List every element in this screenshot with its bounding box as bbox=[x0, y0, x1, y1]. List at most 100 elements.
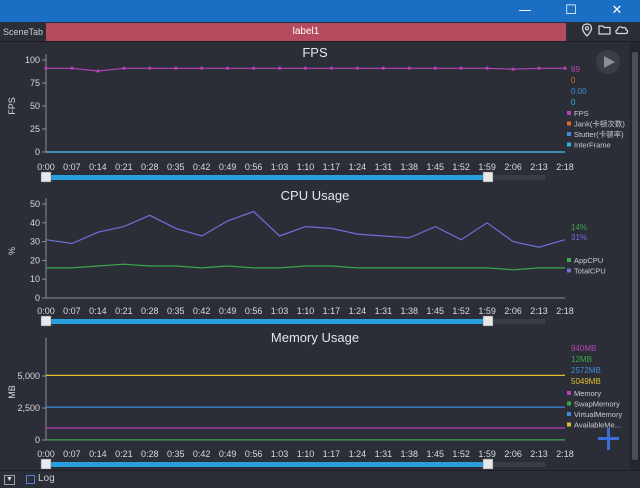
x-tick-label: 0:56 bbox=[245, 162, 263, 172]
x-tick-label: 0:28 bbox=[141, 306, 159, 316]
log-checkbox[interactable] bbox=[26, 475, 35, 484]
legend-swatch bbox=[567, 258, 571, 262]
scrollbar-thumb[interactable] bbox=[632, 52, 638, 460]
fps-point bbox=[277, 66, 282, 70]
legend-swatch bbox=[567, 268, 571, 273]
fps-point bbox=[226, 66, 230, 70]
legend-swatch bbox=[567, 132, 571, 136]
x-tick-label: 2:06 bbox=[504, 162, 522, 172]
x-tick-label: 1:10 bbox=[297, 162, 315, 172]
fps-point bbox=[174, 66, 178, 70]
x-tick-label: 1:24 bbox=[349, 449, 367, 459]
current-value-label: 0 bbox=[571, 76, 576, 85]
x-tick-label: 1:52 bbox=[452, 449, 470, 459]
y-axis-label: % bbox=[7, 247, 17, 255]
y-tick-label: 50 bbox=[30, 199, 40, 209]
x-tick-label: 0:07 bbox=[63, 449, 81, 459]
x-tick-label: 1:03 bbox=[271, 449, 289, 459]
x-tick-label: 0:28 bbox=[141, 449, 159, 459]
y-tick-label: 2,500 bbox=[17, 403, 40, 413]
current-value-label: 2572MB bbox=[571, 366, 601, 375]
x-tick-label: 1:10 bbox=[297, 306, 315, 316]
maximize-button[interactable]: ☐ bbox=[565, 3, 577, 18]
legend-entry: FPS bbox=[574, 109, 589, 118]
x-tick-label: 0:35 bbox=[167, 449, 185, 459]
current-value-label: 12MB bbox=[571, 355, 592, 364]
scene-tab[interactable]: SceneTab bbox=[3, 27, 44, 37]
legend-swatch bbox=[567, 391, 571, 395]
legend-swatch bbox=[567, 422, 571, 427]
add-icon[interactable] bbox=[598, 437, 619, 440]
x-tick-label: 1:24 bbox=[349, 306, 367, 316]
fps-point bbox=[485, 66, 489, 70]
y-tick-label: 30 bbox=[30, 237, 40, 247]
x-tick-label: 0:42 bbox=[193, 162, 211, 172]
legend-swatch bbox=[567, 142, 571, 147]
range-slider-right-handle[interactable] bbox=[482, 458, 494, 470]
chart-title: FPS bbox=[302, 45, 328, 60]
fps-point bbox=[200, 66, 204, 70]
close-button[interactable]: ✕ bbox=[611, 3, 623, 18]
x-tick-label: 1:52 bbox=[452, 162, 470, 172]
y-tick-label: 10 bbox=[30, 274, 40, 284]
x-tick-label: 0:42 bbox=[193, 306, 211, 316]
folder-icon[interactable] bbox=[595, 23, 613, 41]
range-slider-left-handle[interactable] bbox=[40, 171, 52, 183]
x-tick-label: 0:14 bbox=[89, 162, 107, 172]
log-label: Log bbox=[38, 473, 55, 484]
cloud-icon[interactable] bbox=[612, 23, 630, 41]
status-bar: ▼ Log bbox=[0, 470, 640, 488]
legend-entry: AppCPU bbox=[574, 256, 603, 265]
minimize-button[interactable]: — bbox=[518, 3, 532, 18]
x-tick-label: 0:14 bbox=[89, 449, 107, 459]
fps-point bbox=[355, 66, 359, 70]
play-icon bbox=[604, 56, 615, 68]
y-axis-label: FPS bbox=[7, 97, 17, 115]
x-tick-label: 2:18 bbox=[556, 306, 574, 316]
x-tick-label: 1:45 bbox=[426, 162, 444, 172]
current-value-label: 5049MB bbox=[571, 377, 601, 386]
y-axis-label: MB bbox=[7, 385, 17, 399]
current-value-label: 31% bbox=[571, 233, 587, 242]
x-tick-label: 1:31 bbox=[375, 306, 393, 316]
x-tick-label: 0:14 bbox=[89, 306, 107, 316]
range-slider-right-handle[interactable] bbox=[482, 315, 494, 327]
x-tick-label: 1:38 bbox=[401, 306, 419, 316]
current-value-label: 89 bbox=[571, 65, 580, 74]
range-slider-fill[interactable] bbox=[48, 175, 488, 180]
x-tick-label: 1:31 bbox=[375, 449, 393, 459]
chart-title: Memory Usage bbox=[271, 330, 359, 345]
x-tick-label: 1:45 bbox=[426, 449, 444, 459]
x-tick-label: 0:49 bbox=[219, 449, 237, 459]
x-tick-label: 0:56 bbox=[245, 306, 263, 316]
range-slider-right-handle[interactable] bbox=[482, 171, 494, 183]
x-tick-label: 0:35 bbox=[167, 162, 185, 172]
x-tick-label: 1:17 bbox=[323, 449, 341, 459]
legend-entry: Jank(卡顿次数) bbox=[574, 119, 625, 129]
x-tick-label: 0:00 bbox=[37, 449, 55, 459]
range-slider-left-handle[interactable] bbox=[40, 315, 52, 327]
log-dropdown-icon[interactable]: ▼ bbox=[4, 475, 15, 485]
range-slider-fill[interactable] bbox=[48, 319, 488, 324]
current-value-label: 0 bbox=[571, 98, 576, 107]
current-value-label: 940MB bbox=[571, 344, 596, 353]
chart-title: CPU Usage bbox=[281, 188, 350, 203]
legend-entry: SwapMemory bbox=[574, 400, 620, 409]
x-tick-label: 2:06 bbox=[504, 449, 522, 459]
x-tick-label: 2:13 bbox=[530, 306, 548, 316]
range-slider-fill[interactable] bbox=[48, 462, 488, 467]
fps-point bbox=[122, 66, 126, 70]
location-pin-icon[interactable] bbox=[578, 23, 596, 41]
current-value-label: 14% bbox=[571, 223, 587, 232]
legend-swatch bbox=[567, 121, 571, 126]
x-tick-label: 0:07 bbox=[63, 306, 81, 316]
y-tick-label: 25 bbox=[30, 124, 40, 134]
series-line-totalcpu bbox=[45, 210, 566, 248]
x-tick-label: 1:03 bbox=[271, 306, 289, 316]
x-tick-label: 1:17 bbox=[323, 306, 341, 316]
title-bar: — ☐ ✕ bbox=[0, 0, 640, 22]
x-tick-label: 2:18 bbox=[556, 449, 574, 459]
range-slider-left-handle[interactable] bbox=[40, 458, 52, 470]
y-tick-label: 0 bbox=[35, 293, 40, 303]
